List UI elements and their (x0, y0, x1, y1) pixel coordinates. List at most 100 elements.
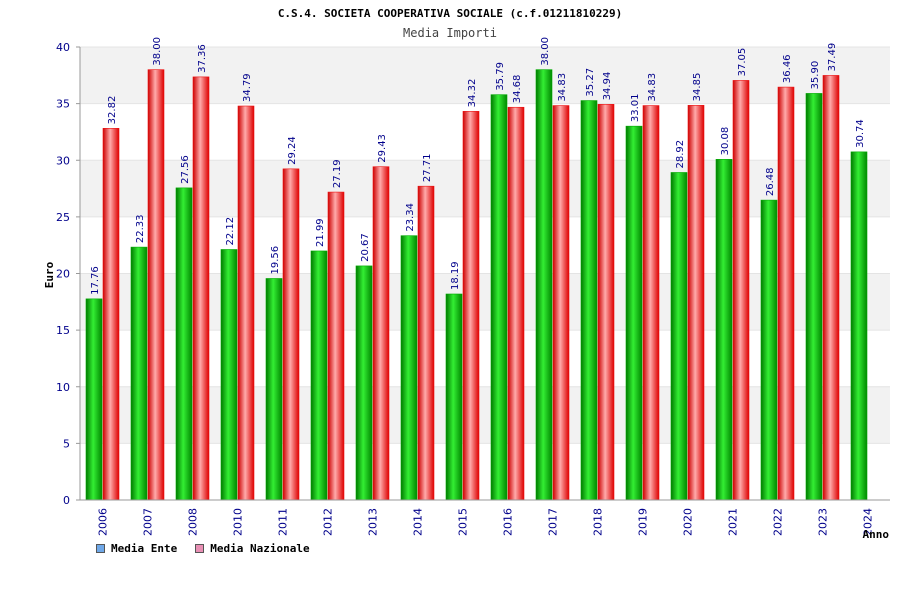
bar-ente-2017 (535, 69, 553, 501)
x-axis-label: Anno (863, 528, 890, 541)
x-tick-label-2019: 2019 (637, 508, 650, 536)
bar-nazionale-2008 (192, 76, 210, 501)
data-label-ente-2017: 38.00 (540, 37, 551, 66)
data-label-ente-2021: 30.08 (720, 127, 731, 156)
bar-nazionale-2007 (147, 69, 165, 501)
y-axis-label: Euro (43, 261, 56, 288)
data-label-ente-2010: 22.12 (225, 217, 236, 246)
x-tick-label-2020: 2020 (682, 508, 695, 536)
data-label-ente-2015: 18.19 (450, 261, 461, 290)
y-tick-label: 35 (56, 98, 70, 111)
chart-subtitle: Media Importi (403, 26, 497, 40)
x-axis-ticks: 2006 2007 2008 2010 2011 2012 2013 2014 2015 2016… (97, 508, 875, 536)
bar-nazionale-2015 (462, 111, 480, 501)
bar-nazionale-2019 (642, 105, 660, 501)
bar-ente-2022 (760, 199, 778, 501)
data-label-ente-2011: 19.56 (270, 246, 281, 275)
bar-ente-2021 (715, 159, 733, 501)
x-tick-label-2018: 2018 (592, 508, 605, 536)
bar-ente-2006 (85, 298, 103, 501)
bar-ente-2024 (850, 151, 868, 501)
data-label-ente-2007: 22.33 (135, 214, 146, 243)
bar-ente-2011 (265, 278, 283, 501)
bar-ente-2010 (220, 249, 238, 501)
grid-band (80, 47, 890, 104)
bar-ente-2018 (580, 100, 598, 501)
legend: Media Ente Media Nazionale (96, 542, 310, 555)
y-tick-label: 30 (56, 154, 70, 167)
x-tick-label-2022: 2022 (772, 508, 785, 536)
data-label-nazionale-2020: 34.85 (692, 73, 703, 102)
bar-nazionale-2020 (687, 105, 705, 501)
data-label-nazionale-2017: 34.83 (557, 73, 568, 102)
data-label-nazionale-2006: 32.82 (107, 96, 118, 125)
legend-item-nazionale: Media Nazionale (195, 542, 310, 555)
x-tick-label-2012: 2012 (322, 508, 335, 536)
y-tick-label: 20 (56, 268, 70, 281)
x-tick-label-2013: 2013 (367, 508, 380, 536)
data-label-nazionale-2023: 37.49 (827, 43, 838, 72)
data-label-nazionale-2015: 34.32 (467, 79, 478, 108)
data-labels: 17.76 32.82 22.33 38.00 27.56 37.36 22.12 34.79… (90, 37, 866, 295)
bar-ente-2016 (490, 94, 508, 501)
grid-band (80, 160, 890, 217)
bar-nazionale-2022 (777, 86, 795, 501)
y-tick-label: 5 (63, 437, 70, 450)
bar-ente-2023 (805, 93, 823, 501)
data-label-ente-2024: 30.74 (855, 119, 866, 148)
data-label-nazionale-2019: 34.83 (647, 73, 658, 102)
grid-band (80, 273, 890, 331)
bar-nazionale-2023 (822, 75, 840, 501)
x-tick-label-2024: 2024 (862, 508, 875, 536)
x-tick-label-2015: 2015 (457, 508, 470, 536)
bar-nazionale-2016 (507, 106, 525, 501)
bar-nazionale-2014 (417, 185, 435, 501)
legend-label-ente: Media Ente (111, 542, 178, 555)
data-label-ente-2020: 28.92 (675, 140, 686, 169)
legend-item-ente: Media Ente (96, 542, 177, 555)
bar-nazionale-2013 (372, 166, 390, 501)
data-label-ente-2008: 27.56 (180, 155, 191, 184)
legend-swatch-ente (96, 544, 105, 553)
data-label-ente-2016: 35.79 (495, 62, 506, 91)
data-label-ente-2023: 35.90 (810, 61, 821, 90)
x-tick-label-2021: 2021 (727, 508, 740, 536)
data-label-nazionale-2021: 37.05 (737, 48, 748, 77)
data-label-ente-2006: 17.76 (90, 266, 101, 295)
data-label-nazionale-2012: 27.19 (332, 159, 343, 188)
bar-ente-2015 (445, 293, 463, 501)
data-label-ente-2018: 35.27 (585, 68, 596, 97)
y-tick-label: 10 (56, 381, 70, 394)
chart-title: C.S.4. SOCIETA COOPERATIVA SOCIALE (c.f.… (278, 7, 622, 20)
data-label-nazionale-2013: 29.43 (377, 134, 388, 163)
x-tick-label-2010: 2010 (232, 508, 245, 536)
x-tick-label-2014: 2014 (412, 508, 425, 536)
bar-ente-2013 (355, 265, 373, 501)
y-axis-ticks: 0 5 10 15 20 25 30 35 40 (56, 41, 80, 507)
data-label-ente-2022: 26.48 (765, 167, 776, 196)
data-label-nazionale-2008: 37.36 (197, 44, 208, 73)
bar-nazionale-2021 (732, 80, 750, 501)
data-label-nazionale-2016: 34.68 (512, 75, 523, 104)
data-label-nazionale-2007: 38.00 (152, 37, 163, 66)
gridlines (80, 46, 890, 501)
bar-ente-2014 (400, 235, 418, 501)
x-tick-label-2006: 2006 (97, 508, 110, 536)
bar-nazionale-2006 (102, 128, 120, 501)
legend-swatch-nazionale (195, 544, 205, 553)
bar-ente-2007 (130, 246, 148, 501)
bar-nazionale-2017 (552, 105, 570, 501)
x-tick-label-2017: 2017 (547, 508, 560, 536)
legend-label-nazionale: Media Nazionale (210, 542, 310, 555)
data-label-ente-2019: 33.01 (630, 94, 641, 123)
data-label-nazionale-2010: 34.79 (242, 73, 253, 102)
data-label-nazionale-2018: 34.94 (602, 72, 613, 101)
data-label-nazionale-2022: 36.46 (782, 54, 793, 83)
y-tick-label: 15 (56, 324, 70, 337)
bar-ente-2019 (625, 125, 643, 501)
grid-band (80, 386, 890, 444)
data-label-ente-2014: 23.34 (405, 203, 416, 232)
y-tick-label: 25 (56, 211, 70, 224)
data-label-nazionale-2011: 29.24 (287, 136, 298, 165)
